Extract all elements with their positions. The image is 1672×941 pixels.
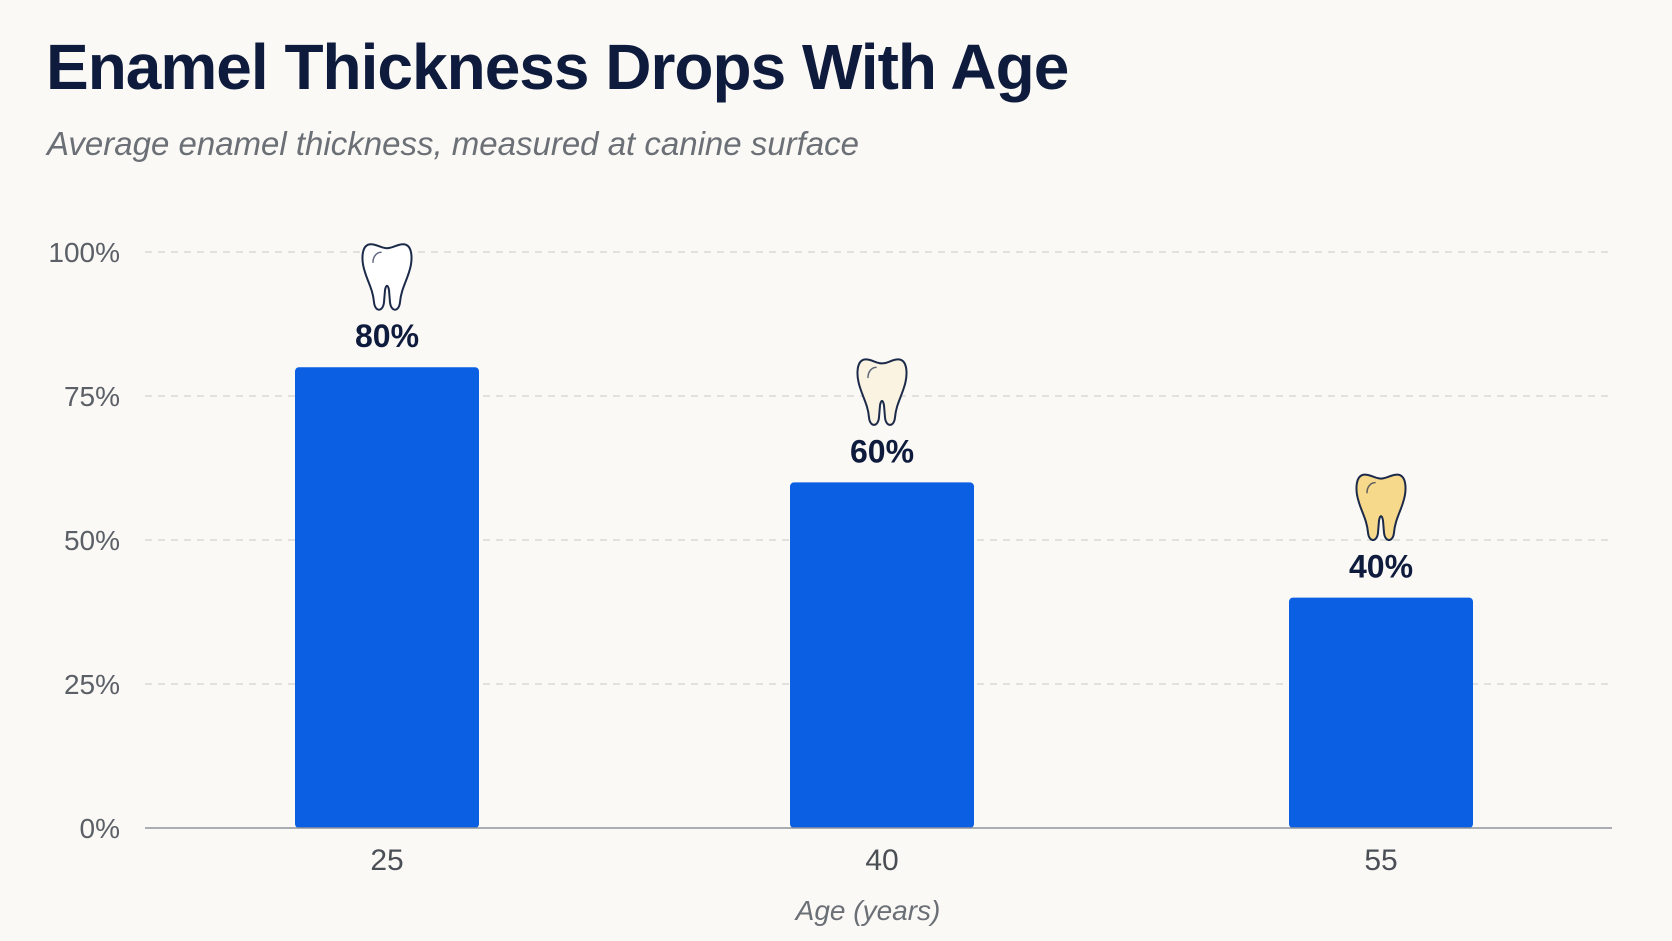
tooth-icon [1355,473,1407,542]
chart-subtitle: Average enamel thickness, measured at ca… [47,125,860,162]
value-label: 40% [1349,549,1413,585]
value-label: 80% [355,318,419,354]
y-tick-label: 25% [64,669,120,700]
bar [295,367,479,828]
x-tick-label: 40 [865,844,898,877]
tooth-icon-outline [361,243,413,311]
value-label: 60% [850,433,914,469]
y-tick-label: 75% [64,381,120,412]
tooth-icons [361,243,1407,542]
x-axis-title: Age (years) [794,895,941,926]
bars [295,367,1473,828]
tooth-icon-outline [1355,473,1407,542]
y-axis-ticks: 0% 25% 50% 75% 100% [48,237,120,844]
tooth-icon [361,243,413,311]
bar [1289,597,1473,828]
x-axis-ticks: 25 40 55 [370,844,1397,877]
y-tick-label: 100% [48,237,120,268]
x-tick-label: 55 [1364,844,1397,877]
y-tick-label: 50% [64,525,120,556]
value-labels: 80% 60% 40% [355,318,1413,584]
tooth-icon [856,358,908,426]
bar [790,482,974,828]
tooth-icon-shine [867,366,877,379]
chart-title: Enamel Thickness Drops With Age [46,31,1069,103]
tooth-icon-shine [1366,481,1376,494]
x-tick-label: 25 [370,844,403,877]
y-tick-label: 0% [80,813,120,844]
tooth-icon-shine [372,251,382,263]
tooth-icon-outline [856,358,908,426]
